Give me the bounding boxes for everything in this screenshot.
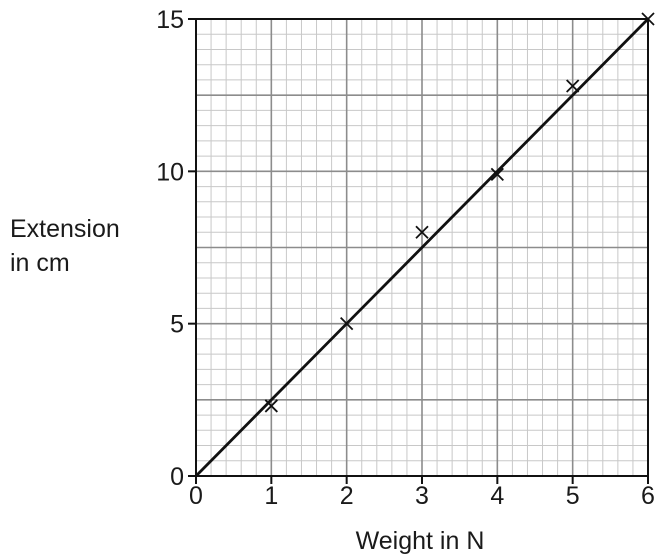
data-point-cross [340, 317, 354, 331]
x-tick-label: 1 [264, 482, 278, 510]
cross-stroke [566, 79, 580, 93]
x-tick-label: 5 [566, 482, 580, 510]
cross-stroke [415, 225, 429, 239]
cross-stroke [340, 317, 354, 331]
tick-marks [188, 18, 649, 484]
cross-stroke [264, 399, 278, 413]
x-tick-label: 6 [641, 482, 655, 510]
data-points [264, 12, 655, 413]
x-tick-label: 2 [340, 482, 354, 510]
y-tick-label: 10 [156, 158, 184, 186]
best-fit-line [195, 18, 649, 477]
y-axis-label-line1: Extension [10, 215, 120, 243]
y-axis-label-line2: in cm [10, 249, 70, 277]
cross-stroke [641, 12, 655, 26]
y-tick-labels: 0 5 10 15 [156, 6, 184, 491]
data-point-cross [566, 79, 580, 93]
cross-stroke [490, 167, 504, 182]
y-tick-label: 15 [156, 6, 184, 34]
x-tick-label: 3 [415, 482, 429, 510]
y-tick-label: 0 [170, 463, 184, 491]
x-tick-labels: 0 1 2 3 4 5 6 [189, 482, 655, 510]
x-tick-label: 4 [490, 482, 504, 510]
x-axis-label: Weight in N [356, 527, 485, 555]
data-point-cross [490, 167, 504, 182]
data-point-cross [264, 399, 278, 413]
data-point-cross [641, 12, 655, 26]
x-tick-label: 0 [189, 482, 203, 510]
y-tick-label: 5 [170, 311, 184, 339]
data-point-cross [415, 225, 429, 239]
